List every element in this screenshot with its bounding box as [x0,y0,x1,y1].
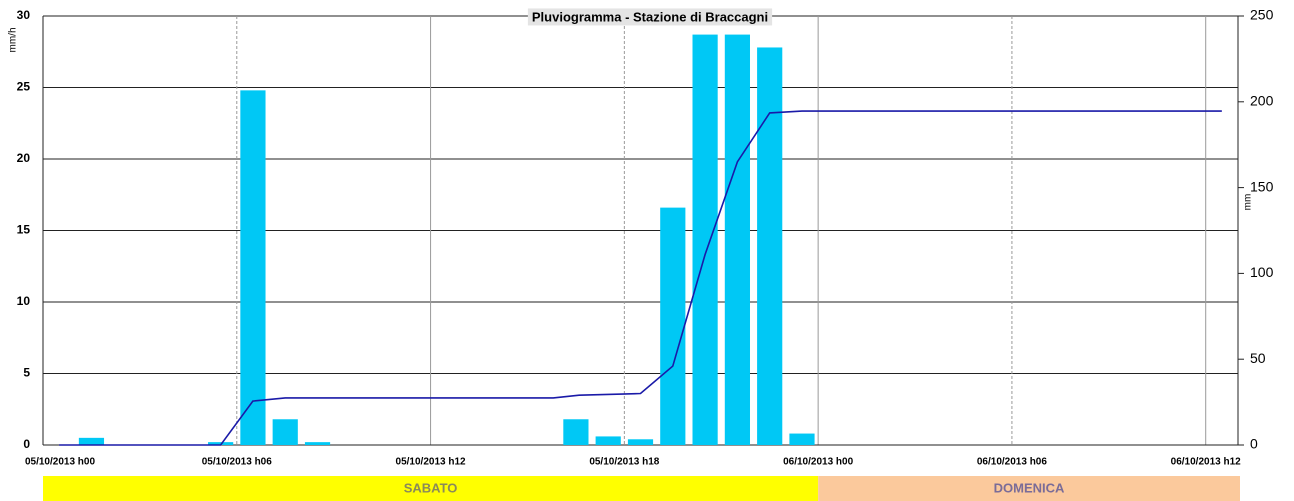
day-band [818,476,1240,501]
y-tick-label: 15 [17,223,31,237]
title-box [527,8,773,26]
x-tick-label: 05/10/2013 h06 [202,457,272,468]
x-tick-label: 06/10/2013 h06 [977,457,1047,468]
bar [240,90,266,446]
day-label: SABATO [404,480,458,495]
x-tick-label: 05/10/2013 h00 [25,457,95,468]
y-tick-label: 5 [23,366,30,380]
y2-axis-label: mm [1243,194,1254,211]
bar [757,47,783,446]
x-tick-label: 06/10/2013 h00 [783,457,853,468]
bar [724,34,750,446]
bar [272,419,298,445]
day-label: DOMENICA [994,480,1065,495]
x-tick-label: 06/10/2013 h12 [1171,457,1241,468]
y2-tick-label: 50 [1250,350,1266,366]
bar [660,207,686,445]
bar [304,442,331,445]
bar [595,436,621,445]
cumulative-line [59,110,1222,446]
y2-tick-label: 200 [1250,93,1274,109]
bar [627,439,654,445]
bar [208,442,234,445]
y-axis-label: mm/h [8,28,19,53]
y2-tick-label: 250 [1250,7,1274,23]
bar [789,433,815,445]
bar [78,437,105,445]
x-tick-label: 05/10/2013 h12 [396,457,466,468]
x-tick-label: 05/10/2013 h18 [589,457,659,468]
y-tick-label: 30 [17,8,31,22]
y2-tick-label: 150 [1250,178,1274,194]
y-tick-label: 25 [17,80,31,94]
bar [563,419,589,445]
bar [692,34,718,446]
y-tick-label: 0 [23,437,30,451]
y-tick-label: 20 [17,151,31,165]
day-band [43,476,819,501]
chart-title: Pluviogramma - Stazione di Braccagni [532,9,768,24]
y2-tick-label: 0 [1250,436,1258,452]
y2-tick-label: 100 [1250,264,1274,280]
y-tick-label: 10 [17,294,31,308]
